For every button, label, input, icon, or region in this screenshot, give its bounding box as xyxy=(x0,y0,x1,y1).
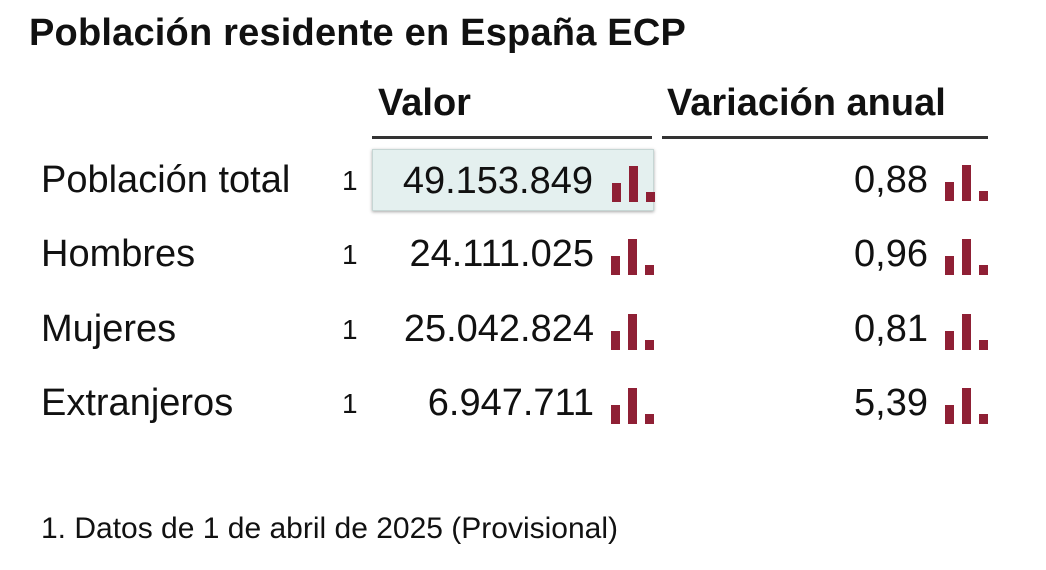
value-text: 6.947.711 xyxy=(427,382,594,424)
value-cell[interactable]: 24.111.025 xyxy=(372,223,654,285)
bar-chart-icon[interactable] xyxy=(942,235,990,275)
bar-chart-icon[interactable] xyxy=(942,384,990,424)
page-title: Población residente en España ECP xyxy=(29,12,687,54)
row-label: Mujeres xyxy=(41,308,177,350)
row-label: Población total xyxy=(41,159,291,201)
bar-chart-icon[interactable] xyxy=(608,310,656,350)
bar-chart-icon[interactable] xyxy=(942,310,990,350)
value-text: 24.111.025 xyxy=(409,233,594,275)
footnote: 1. Datos de 1 de abril de 2025 (Provisio… xyxy=(41,512,619,545)
variation-text: 0,88 xyxy=(854,159,928,201)
table-row-poblacion-total: Población total 1 49.153.849 0,88 xyxy=(0,149,1046,211)
footnote-marker: 1 xyxy=(342,239,358,270)
bar-chart-icon[interactable] xyxy=(608,235,656,275)
value-cell[interactable]: 25.042.824 xyxy=(372,298,654,360)
header-underline-variacion xyxy=(662,136,988,139)
value-cell[interactable]: 6.947.711 xyxy=(372,372,654,434)
variation-text: 0,96 xyxy=(854,233,928,275)
value-text: 49.153.849 xyxy=(402,160,593,202)
bar-chart-icon[interactable] xyxy=(942,161,990,201)
footnote-marker: 1 xyxy=(342,388,358,419)
column-header-valor: Valor xyxy=(378,82,471,124)
row-label: Extranjeros xyxy=(41,382,234,424)
table-row-extranjeros: Extranjeros 1 6.947.711 5,39 xyxy=(0,372,1046,434)
table-row-hombres: Hombres 1 24.111.025 0,96 xyxy=(0,223,1046,285)
column-header-variacion: Variación anual xyxy=(667,82,946,124)
row-label: Hombres xyxy=(41,233,196,275)
variation-text: 0,81 xyxy=(854,308,928,350)
footnote-marker: 1 xyxy=(342,165,358,196)
bar-chart-icon[interactable] xyxy=(609,162,657,202)
variation-text: 5,39 xyxy=(854,382,928,424)
value-text: 25.042.824 xyxy=(403,308,594,350)
header-underline-valor xyxy=(372,136,652,139)
bar-chart-icon[interactable] xyxy=(608,384,656,424)
value-cell[interactable]: 49.153.849 xyxy=(372,149,657,211)
footnote-marker: 1 xyxy=(342,314,358,345)
table-row-mujeres: Mujeres 1 25.042.824 0,81 xyxy=(0,298,1046,360)
